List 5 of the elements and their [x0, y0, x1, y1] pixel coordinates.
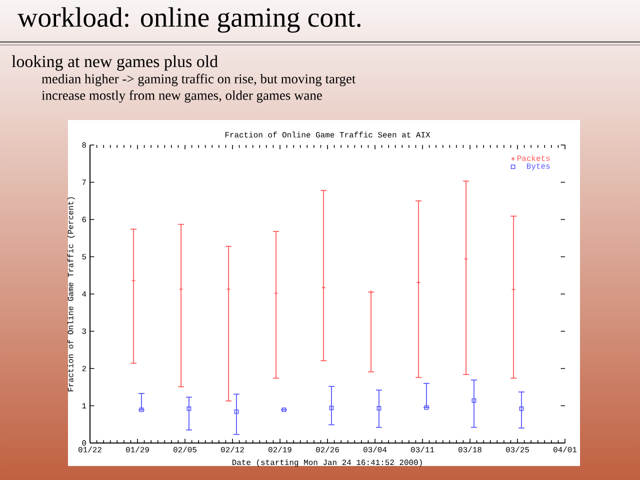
point	[282, 408, 286, 412]
text: looking at new games plus old	[12, 55, 218, 71]
chart-subtitle: workload: online gaming cont.	[18, 7, 360, 33]
text: increase mostly from new games, older games wane	[42, 90, 322, 103]
text: median higher -> gaming traffic on rise, but moving target	[42, 74, 356, 86]
